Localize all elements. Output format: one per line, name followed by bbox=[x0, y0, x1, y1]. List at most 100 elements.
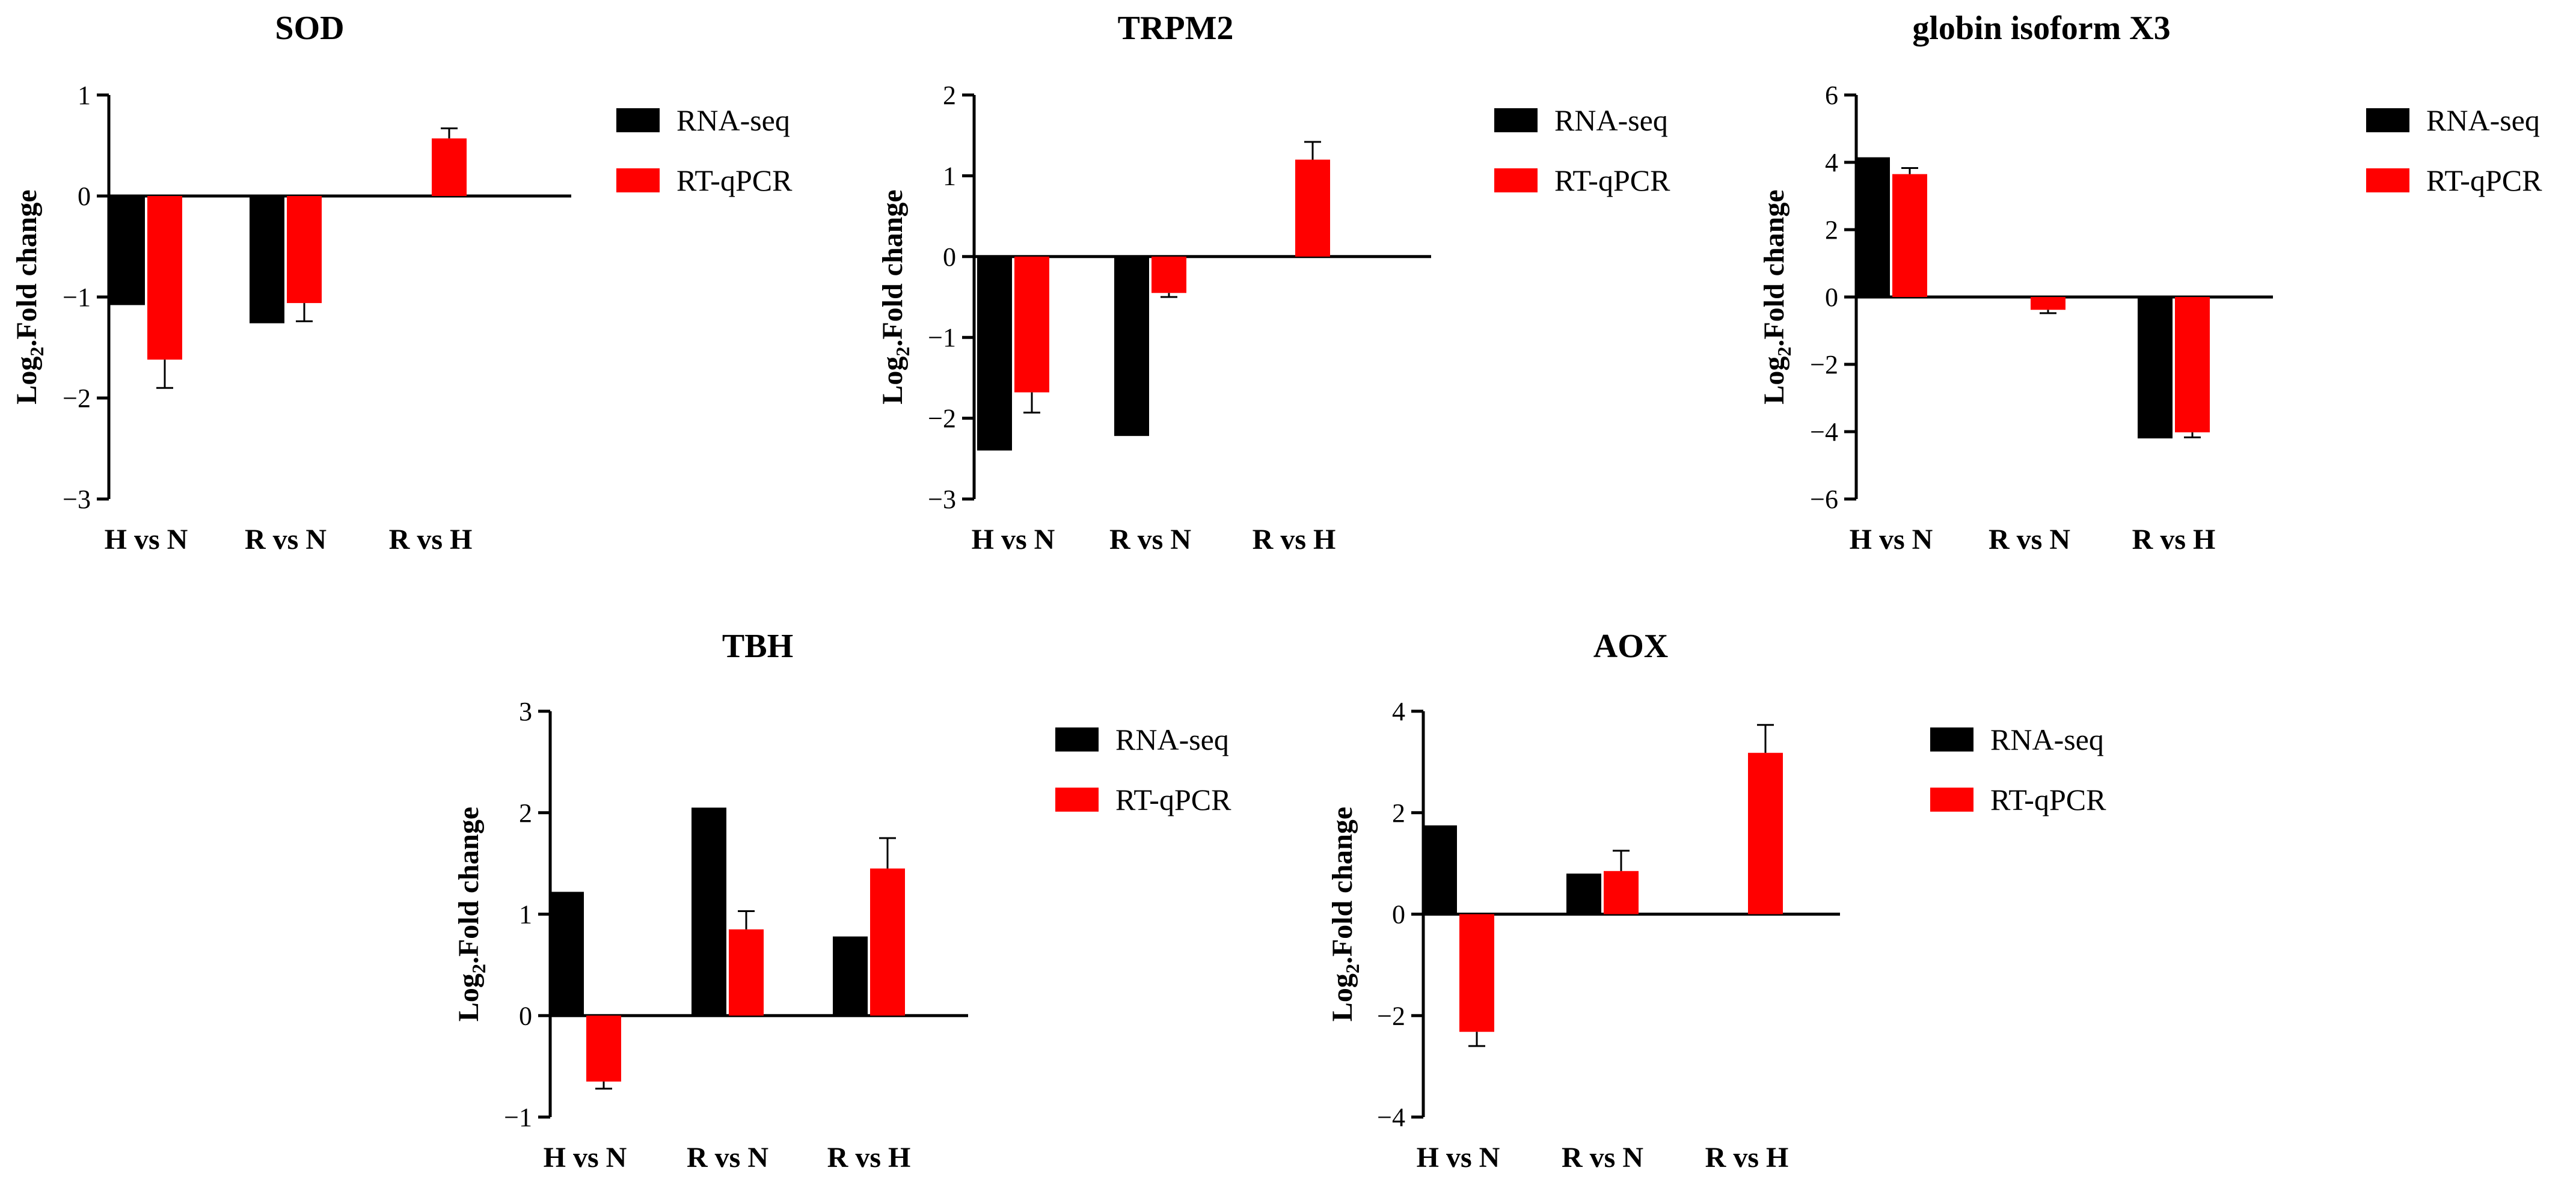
legend-label: RT-qPCR bbox=[2426, 164, 2542, 197]
y-tick-label: 1 bbox=[78, 81, 91, 110]
panels: SOD −3 −2 −1 0 1 Log2.Fold change H vs N R vs N R… bbox=[11, 10, 2542, 1174]
x-tick-label: R vs H bbox=[1705, 1142, 1789, 1174]
legend-swatch-rtqpcr bbox=[616, 168, 660, 192]
legend-label: RNA-seq bbox=[1554, 103, 1668, 137]
bar-rtqpcr bbox=[2175, 297, 2210, 433]
y-tick-label: −2 bbox=[928, 404, 956, 433]
y-tick-label: −1 bbox=[504, 1103, 532, 1132]
legend-label: RNA-seq bbox=[1115, 723, 1229, 756]
bar-rtqpcr bbox=[729, 929, 764, 1016]
y-tick-label: 2 bbox=[1825, 215, 1838, 245]
bar-rnaseq bbox=[1855, 157, 1890, 297]
y-tick-label: 6 bbox=[1825, 81, 1838, 110]
y-tick-label: 4 bbox=[1392, 697, 1405, 726]
legend-swatch-rnaseq bbox=[616, 108, 660, 132]
x-tick-label: R vs N bbox=[1109, 524, 1191, 556]
legend-label: RT-qPCR bbox=[676, 164, 793, 197]
bar-rtqpcr bbox=[147, 196, 182, 360]
y-axis-label: Log2.Fold change bbox=[877, 189, 913, 404]
bar-rtqpcr bbox=[1152, 256, 1186, 293]
y-tick-label: 0 bbox=[1392, 900, 1405, 929]
bar-rnaseq bbox=[110, 196, 145, 305]
y-tick-label: 2 bbox=[519, 798, 532, 828]
x-tick-label: H vs N bbox=[544, 1142, 627, 1174]
x-tick-label: H vs N bbox=[972, 524, 1055, 556]
y-tick-label: 0 bbox=[519, 1001, 532, 1030]
chart-title: globin isoform X3 bbox=[1912, 10, 2170, 47]
y-axis-label: Log2.Fold change bbox=[1758, 189, 1795, 404]
bar-rtqpcr bbox=[432, 138, 467, 196]
x-tick-label: H vs N bbox=[1850, 524, 1933, 556]
legend-swatch-rnaseq bbox=[1930, 727, 1973, 752]
y-tick-label: −1 bbox=[63, 283, 91, 312]
bar-rtqpcr bbox=[2031, 297, 2065, 310]
y-tick-label: −3 bbox=[928, 485, 956, 514]
bar-rnaseq bbox=[2138, 297, 2173, 439]
y-tick-label: 2 bbox=[943, 81, 956, 110]
bar-rnaseq bbox=[1566, 874, 1601, 914]
bar-rnaseq bbox=[977, 256, 1012, 451]
chart-panel-tbh: TBH −1 0 1 2 3 Log2.Fold change H vs N R vs N R v… bbox=[453, 628, 1231, 1174]
legend-swatch-rnaseq bbox=[1055, 727, 1099, 752]
legend-swatch-rtqpcr bbox=[1055, 788, 1099, 812]
y-tick-label: −2 bbox=[63, 384, 91, 413]
y-tick-label: 0 bbox=[943, 242, 956, 272]
bar-rtqpcr bbox=[870, 868, 905, 1016]
x-tick-label: R vs H bbox=[389, 524, 473, 556]
bar-rtqpcr bbox=[1748, 753, 1783, 914]
chart-title: SOD bbox=[275, 10, 344, 47]
chart-panel-trpm2: TRPM2 −3 −2 −1 0 1 2 Log2.Fold change H vs N R vs… bbox=[877, 10, 1670, 556]
bar-rnaseq bbox=[250, 196, 284, 323]
chart-panel-aox: AOX −4 −2 0 2 4 Log2.Fold change H vs N R vs N R … bbox=[1326, 628, 2106, 1174]
legend-swatch-rnaseq bbox=[1494, 108, 1538, 132]
y-tick-label: 3 bbox=[519, 697, 532, 726]
bar-rnaseq bbox=[692, 807, 726, 1016]
bar-rtqpcr bbox=[287, 196, 322, 304]
y-tick-label: −3 bbox=[63, 485, 91, 514]
legend-label: RNA-seq bbox=[2426, 103, 2540, 137]
y-tick-label: −2 bbox=[1377, 1001, 1405, 1030]
y-tick-label: 4 bbox=[1825, 148, 1838, 177]
y-tick-label: −6 bbox=[1810, 485, 1838, 514]
x-tick-label: R vs N bbox=[1989, 524, 2070, 556]
bar-rnaseq bbox=[1422, 825, 1457, 914]
legend-label: RNA-seq bbox=[676, 103, 790, 137]
bar-rtqpcr bbox=[1604, 871, 1639, 914]
legend-label: RT-qPCR bbox=[1554, 164, 1670, 197]
legend-swatch-rtqpcr bbox=[1494, 168, 1538, 192]
y-tick-label: 0 bbox=[78, 182, 91, 211]
bar-rnaseq bbox=[549, 892, 584, 1016]
y-tick-label: −2 bbox=[1810, 350, 1838, 379]
chart-title: AOX bbox=[1593, 628, 1668, 665]
x-tick-label: R vs N bbox=[1562, 1142, 1643, 1174]
legend-swatch-rtqpcr bbox=[2366, 168, 2409, 192]
legend-label: RT-qPCR bbox=[1990, 783, 2106, 816]
chart-title: TBH bbox=[722, 628, 793, 665]
x-tick-label: R vs H bbox=[827, 1142, 911, 1174]
legend-label: RNA-seq bbox=[1990, 723, 2104, 756]
bar-rtqpcr bbox=[586, 1015, 621, 1082]
x-tick-label: H vs N bbox=[105, 524, 188, 556]
x-tick-label: R vs H bbox=[1253, 524, 1336, 556]
x-tick-label: R vs N bbox=[687, 1142, 768, 1174]
y-tick-label: 0 bbox=[1825, 283, 1838, 312]
y-tick-label: −4 bbox=[1377, 1103, 1405, 1132]
y-axis-label: Log2.Fold change bbox=[1326, 807, 1363, 1021]
chart-panel-globin-isoform-x3: globin isoform X3 −6 −4 −2 0 2 4 6 Log2.Fold cha… bbox=[1758, 10, 2542, 556]
y-tick-label: 1 bbox=[943, 161, 956, 191]
y-axis-label: Log2.Fold change bbox=[453, 807, 489, 1021]
chart-panel-sod: SOD −3 −2 −1 0 1 Log2.Fold change H vs N R vs N R… bbox=[11, 10, 793, 556]
bar-rtqpcr bbox=[1295, 159, 1330, 257]
legend-swatch-rnaseq bbox=[2366, 108, 2409, 132]
legend-swatch-rtqpcr bbox=[1930, 788, 1973, 812]
bar-rnaseq bbox=[1114, 256, 1149, 436]
x-tick-label: H vs N bbox=[1417, 1142, 1500, 1174]
bar-rnaseq bbox=[833, 936, 868, 1016]
y-tick-label: 1 bbox=[519, 900, 532, 929]
y-tick-label: −4 bbox=[1810, 417, 1838, 447]
bar-rtqpcr bbox=[1014, 256, 1049, 393]
x-tick-label: R vs H bbox=[2132, 524, 2216, 556]
chart-title: TRPM2 bbox=[1118, 10, 1234, 47]
y-tick-label: −1 bbox=[928, 323, 956, 352]
